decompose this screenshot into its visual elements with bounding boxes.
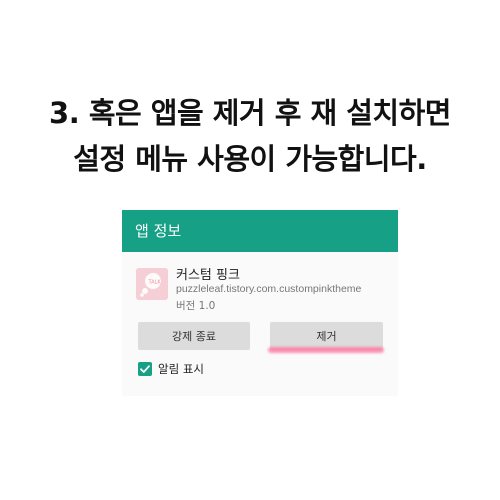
uninstall-button[interactable]: 제거 (270, 322, 383, 350)
app-name: 커스텀 핑크 (176, 268, 240, 283)
instruction-text: 3. 혹은 앱을 제거 후 재 설치하면 설정 메뉴 사용이 가능합니다. (0, 92, 500, 180)
app-info-titlebar: 앱 정보 (122, 210, 398, 252)
page-title: 앱 정보 (135, 222, 182, 240)
check-icon (140, 365, 150, 373)
instruction-line-2: 설정 메뉴 사용이 가능합니다. (73, 142, 427, 176)
uninstall-highlight-mark (268, 347, 384, 353)
app-icon: TALK (136, 268, 168, 300)
instruction-line-1: 3. 혹은 앱을 제거 후 재 설치하면 (49, 96, 451, 130)
app-version: 버전 1.0 (176, 300, 216, 312)
app-info-screen: 앱 정보 TALK 커스텀 핑크 puzzleleaf.tistory.com.… (122, 210, 398, 396)
app-package-name: puzzleleaf.tistory.com.custompinktheme (176, 283, 362, 295)
force-stop-button[interactable]: 강제 종료 (138, 322, 250, 350)
notifications-label: 알림 표시 (158, 362, 204, 376)
svg-text:TALK: TALK (148, 280, 162, 286)
notifications-checkbox[interactable] (138, 362, 152, 376)
